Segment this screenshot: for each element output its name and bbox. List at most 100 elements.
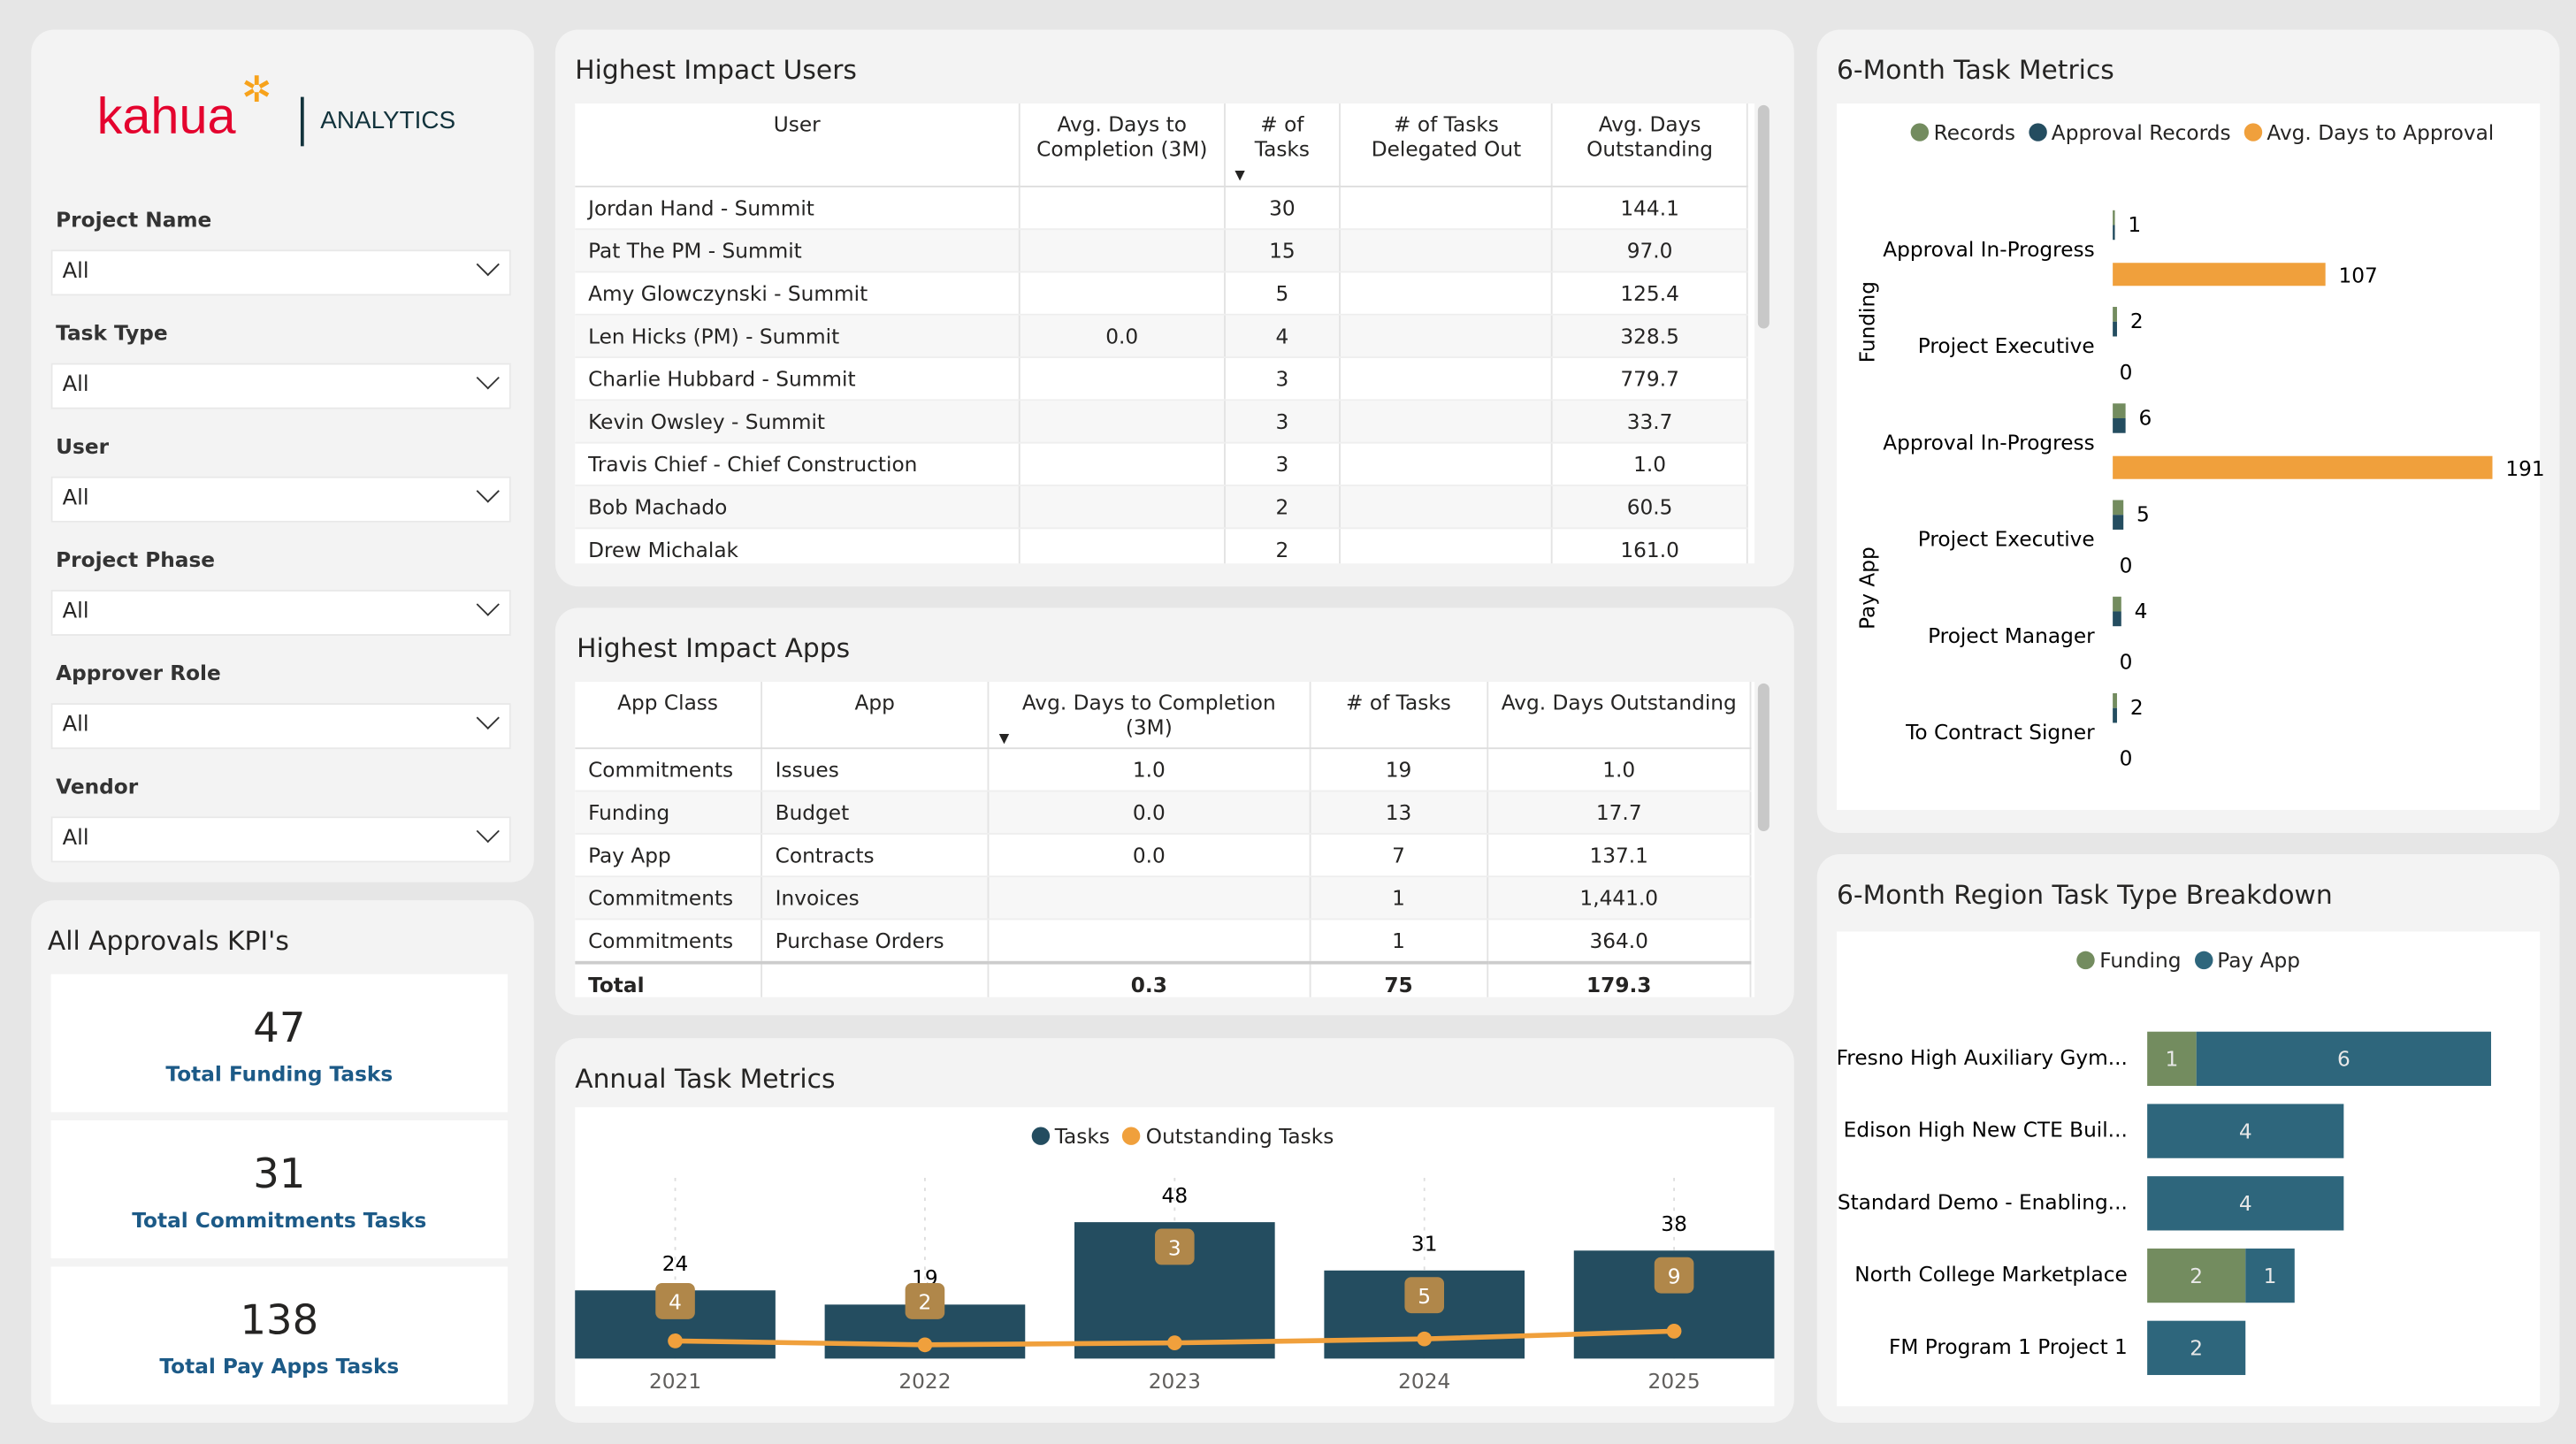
records-value-label: 4 — [2135, 600, 2148, 623]
table-cell: Pat The PM - Summit — [575, 229, 1021, 273]
users-panel: Highest Impact Users User Avg. Days to Co… — [554, 29, 1794, 587]
legend-label: Avg. Days to Approval — [2266, 119, 2495, 145]
column-header[interactable]: User — [575, 103, 1021, 187]
apps-table: App Class App Avg. Days to Completion (3M)… — [575, 681, 1752, 997]
filter-value: All — [62, 600, 89, 624]
records-bar[interactable] — [2113, 307, 2117, 322]
pay-app-bar[interactable] — [2245, 1248, 2295, 1303]
approval-records-bar[interactable] — [2113, 321, 2117, 337]
logo-wordmark: kahua — [96, 87, 236, 145]
table-row[interactable]: Pay App Contracts 0.0 7 137.1 — [575, 833, 1752, 878]
approval-records-bar[interactable] — [2113, 515, 2124, 530]
table-cell: Contracts — [761, 833, 990, 878]
pay-app-bar[interactable] — [2196, 1031, 2491, 1087]
table-row[interactable]: Bob Machado 2 60.5 — [575, 485, 1748, 530]
approval-records-bar[interactable] — [2113, 225, 2115, 241]
column-header[interactable]: Avg. Days to Completion (3M) — [1020, 103, 1226, 187]
pay-app-value-label: 1 — [2264, 1264, 2277, 1288]
column-header[interactable]: Avg. Days Outstanding — [1487, 681, 1752, 750]
table-row[interactable]: Jordan Hand - Summit 30 144.1 — [575, 186, 1748, 231]
table-row[interactable]: Len Hicks (PM) - Summit 0.0 4 328.5 — [575, 314, 1748, 359]
table-row[interactable]: Amy Glowczynski - Summit 5 125.4 — [575, 271, 1748, 316]
records-bar[interactable] — [2113, 210, 2115, 225]
column-header[interactable]: App — [761, 681, 990, 750]
table-row[interactable]: Travis Chief - Chief Construction 3 1.0 — [575, 442, 1748, 486]
filter-dropdown[interactable]: All — [50, 816, 511, 863]
filter-dropdown[interactable]: All — [50, 363, 511, 409]
column-header-label: Avg. Days to Completion (3M) — [1036, 111, 1208, 162]
table-cell: 779.7 — [1552, 357, 1748, 401]
records-bar[interactable] — [2113, 500, 2124, 516]
category-label: Edison High New CTE Buil... — [1844, 1119, 2128, 1142]
pay-app-bar[interactable] — [2147, 1104, 2344, 1158]
column-header[interactable]: Avg. Days Outstanding — [1552, 103, 1748, 187]
table-row[interactable]: Charlie Hubbard - Summit 3 779.7 — [575, 357, 1748, 401]
approval-records-bar[interactable] — [2113, 707, 2117, 723]
avg-days-bar[interactable] — [2113, 455, 2493, 479]
table-row[interactable]: Commitments Purchase Orders 1 364.0 — [575, 919, 1752, 964]
outstanding-badge — [1155, 1228, 1195, 1265]
approval-records-bar[interactable] — [2113, 611, 2121, 627]
column-header[interactable]: # of Tasks Delegated Out — [1340, 103, 1554, 187]
filter-dropdown[interactable]: All — [50, 249, 511, 296]
column-header-label: User — [773, 111, 821, 137]
records-bar[interactable] — [2113, 403, 2126, 418]
kpi-label: Total Funding Tasks — [165, 1061, 394, 1087]
records-bar[interactable] — [2113, 596, 2121, 612]
column-header[interactable]: Avg. Days to Completion (3M) ▼ — [988, 681, 1311, 750]
table-cell: 364.0 — [1487, 919, 1752, 964]
region-legend: Funding Pay App — [2076, 948, 2300, 973]
outstanding-value-label: 2 — [919, 1291, 932, 1315]
records-value-label: 2 — [2130, 309, 2144, 333]
table-row[interactable]: Drew Michalak 2 161.0 — [575, 528, 1748, 564]
group-label-funding: Funding — [1856, 281, 1880, 363]
outstanding-point[interactable] — [1166, 1335, 1182, 1350]
approval-records-bar[interactable] — [2113, 417, 2126, 433]
total-row: Total 0.3 75 179.3 — [575, 960, 1752, 997]
metrics-chart: Approval In-Progress 1 107 Project Executiv… — [1856, 210, 2545, 771]
legend-dot-avg-days — [2243, 123, 2262, 141]
funding-bar[interactable] — [2147, 1031, 2197, 1087]
table-row[interactable]: Commitments Invoices 1 1,441.0 — [575, 876, 1752, 921]
x-tick-label: 2024 — [1398, 1370, 1450, 1394]
kpi-panel: All Approvals KPI's 47 Total Funding Task… — [31, 900, 534, 1423]
table-row[interactable]: Commitments Issues 1.0 19 1.0 — [575, 748, 1752, 792]
filter-dropdown[interactable]: All — [50, 476, 511, 523]
table-row[interactable]: Funding Budget 0.0 13 17.7 — [575, 791, 1752, 835]
table-cell: 0.0 — [988, 791, 1311, 835]
records-bar[interactable] — [2113, 692, 2117, 708]
pay-app-bar[interactable] — [2147, 1176, 2344, 1231]
funding-bar[interactable] — [2147, 1248, 2246, 1303]
filter-dropdown[interactable]: All — [50, 703, 511, 750]
table-cell — [1020, 485, 1226, 530]
legend-label: Funding — [2099, 947, 2182, 973]
avg-days-value-label: 0 — [2120, 554, 2133, 577]
kpi-label: Total Pay Apps Tasks — [159, 1353, 400, 1379]
pay-app-bar[interactable] — [2147, 1320, 2246, 1375]
pay-app-value-label: 6 — [2337, 1048, 2351, 1072]
chevron-down-icon — [476, 366, 500, 390]
table-cell — [1020, 442, 1226, 486]
avg-days-value-label: 0 — [2120, 747, 2133, 771]
column-header[interactable]: # of Tasks — [1309, 681, 1488, 750]
column-header[interactable]: # of Tasks ▼ — [1224, 103, 1342, 187]
outstanding-point[interactable] — [1417, 1331, 1433, 1347]
legend-dot-approval-records — [2028, 123, 2047, 141]
table-cell: Invoices — [761, 876, 990, 921]
filter-dropdown[interactable]: All — [50, 589, 511, 636]
x-tick-label: 2021 — [649, 1370, 701, 1394]
table-cell: 137.1 — [1487, 833, 1752, 878]
apps-scrollbar[interactable] — [1757, 683, 1770, 832]
table-row[interactable]: Pat The PM - Summit 15 97.0 — [575, 229, 1748, 273]
tasks-value-label: 31 — [1411, 1232, 1438, 1256]
avg-days-bar[interactable] — [2113, 263, 2326, 287]
x-tick-label: 2022 — [898, 1370, 951, 1394]
outstanding-point[interactable] — [917, 1337, 933, 1353]
users-scrollbar[interactable] — [1757, 104, 1770, 329]
column-header[interactable]: App Class — [575, 681, 762, 750]
x-tick-label: 2025 — [1648, 1370, 1701, 1394]
outstanding-point[interactable] — [1666, 1323, 1682, 1339]
outstanding-point[interactable] — [668, 1333, 683, 1348]
table-row[interactable]: Kevin Owsley - Summit 3 33.7 — [575, 400, 1748, 444]
